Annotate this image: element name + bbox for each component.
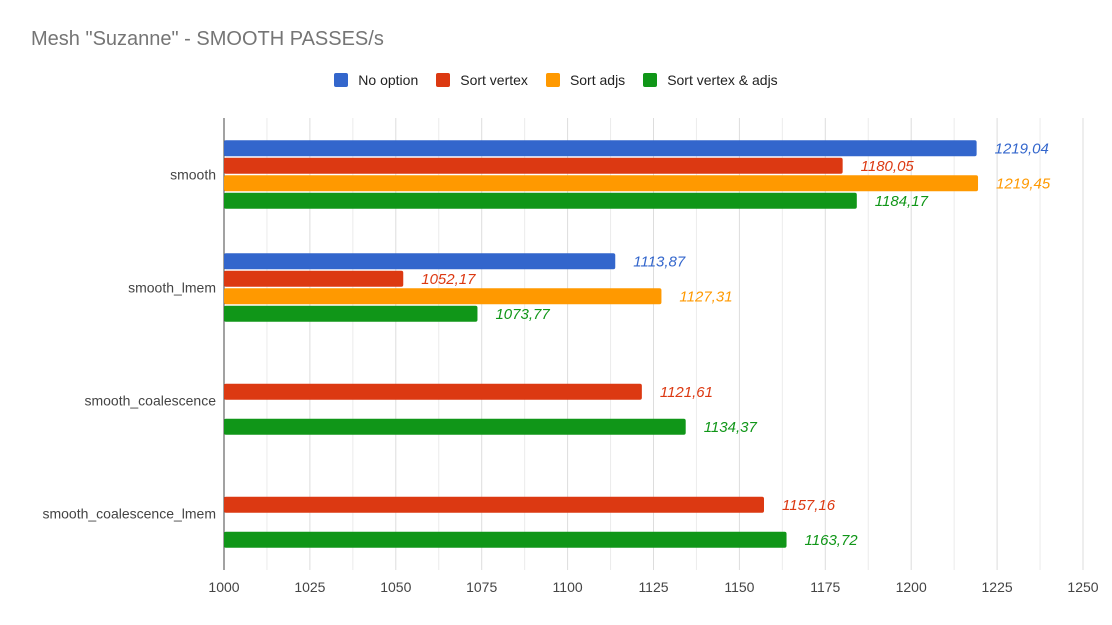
x-tick-label: 1250 xyxy=(1067,579,1098,595)
x-tick-label: 1150 xyxy=(724,579,754,595)
legend-item-no-option[interactable]: No option xyxy=(334,72,418,88)
bar[interactable] xyxy=(224,288,662,305)
legend-swatch xyxy=(545,73,560,87)
data-label: 1134,37 xyxy=(704,419,758,436)
data-label: 1121,61 xyxy=(660,384,713,401)
data-label: 1219,45 xyxy=(996,175,1051,192)
bar[interactable] xyxy=(224,157,843,174)
category-label: smooth_coalescence xyxy=(84,393,216,409)
x-tick-label: 1075 xyxy=(466,579,497,595)
bar[interactable] xyxy=(224,305,478,322)
legend-label: No option xyxy=(358,72,419,88)
data-label: 1127,31 xyxy=(679,288,732,305)
bar[interactable] xyxy=(224,531,787,548)
data-label: 1073,77 xyxy=(495,306,550,323)
legend-swatch xyxy=(643,73,658,87)
data-label: 1163,72 xyxy=(805,532,859,549)
legend-swatch xyxy=(334,73,349,87)
bar[interactable] xyxy=(224,270,404,287)
x-tick-label: 1200 xyxy=(896,579,927,595)
data-label: 1052,17 xyxy=(421,271,476,288)
data-label: 1157,16 xyxy=(782,497,836,514)
x-tick-label: 1000 xyxy=(208,579,239,595)
legend-label: Sort adjs xyxy=(569,72,626,88)
bar[interactable] xyxy=(224,192,857,209)
category-label: smooth_coalescence_lmem xyxy=(42,506,216,522)
legend-label: Sort vertex & adjs xyxy=(667,72,778,88)
data-label: 1184,17 xyxy=(875,193,929,210)
data-label: 1219,04 xyxy=(995,140,1049,157)
category-label: smooth xyxy=(170,167,216,183)
x-tick-label: 1100 xyxy=(553,579,583,595)
x-tick-label: 1025 xyxy=(294,579,325,595)
chart-title: Mesh "Suzanne" - SMOOTH PASSES/s xyxy=(31,28,384,50)
legend-item-sort-vertex-adjs[interactable]: Sort vertex & adjs xyxy=(643,72,778,88)
bar[interactable] xyxy=(224,140,977,157)
legend-swatch xyxy=(436,73,451,87)
data-label: 1113,87 xyxy=(633,253,686,270)
data-label: 1180,05 xyxy=(861,158,915,175)
chart-legend: No option Sort vertex Sort adjs Sort ver… xyxy=(0,72,1112,88)
x-tick-label: 1225 xyxy=(982,579,1013,595)
bar[interactable] xyxy=(224,383,642,400)
x-tick-label: 1125 xyxy=(638,579,668,595)
x-tick-label: 1050 xyxy=(380,579,411,595)
x-tick-label: 1175 xyxy=(810,579,840,595)
category-label: smooth_lmem xyxy=(128,280,216,296)
legend-item-sort-vertex[interactable]: Sort vertex xyxy=(436,72,528,88)
bar[interactable] xyxy=(224,418,686,435)
bar[interactable] xyxy=(224,175,979,192)
legend-label: Sort vertex xyxy=(460,72,528,88)
bar[interactable] xyxy=(224,496,765,513)
legend-item-sort-adjs[interactable]: Sort adjs xyxy=(545,72,626,88)
bar[interactable] xyxy=(224,253,616,270)
